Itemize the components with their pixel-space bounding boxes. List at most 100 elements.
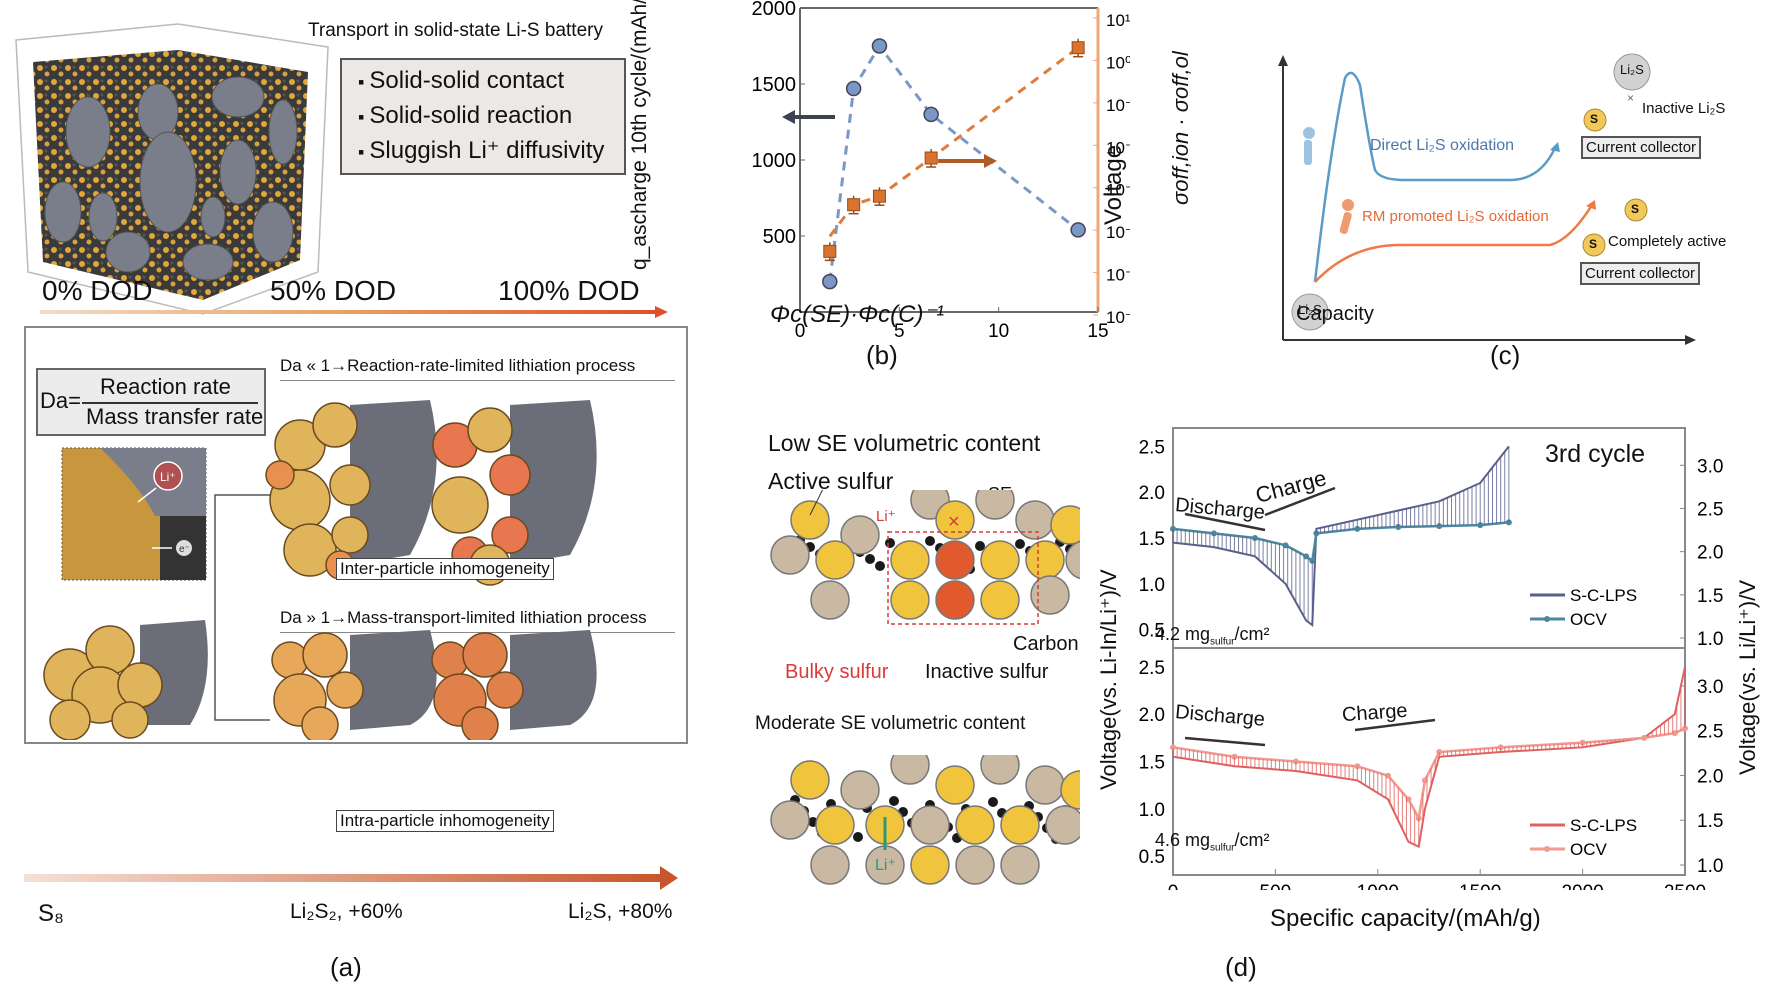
left-axis-arrow — [782, 110, 835, 124]
leader-line — [809, 490, 824, 516]
capacity-point — [845, 80, 862, 97]
process-bottom-arrow — [280, 632, 675, 633]
s-text: S — [1589, 237, 1598, 251]
inactive-sulfur-particle — [935, 540, 975, 580]
ocv-point — [1641, 734, 1648, 741]
inactive-li2s-label: Inactive Li₂S — [1642, 100, 1726, 117]
y-tick-label: 1500 — [752, 74, 797, 96]
stage-li2s2: Li₂S₂, +60% — [290, 900, 403, 923]
ocv-point — [1385, 772, 1392, 779]
dod-label-100: 100% DOD — [498, 275, 640, 306]
stage-s8: S₈ — [38, 900, 64, 927]
se-particle — [1045, 805, 1080, 845]
chart-axes: 0 5 10 15 500 1000 1500 2000 10¹ 10⁰ 10⁻¹ 10⁻² 10⁻³ 1… — [752, 0, 1131, 342]
se-particle — [975, 490, 1015, 520]
y-left-tick-label: 1.5 — [1139, 529, 1165, 550]
legend-marker — [1544, 846, 1550, 852]
inter-particle-cluster-2 — [431, 400, 597, 586]
electrode-cube-illustration — [15, 23, 329, 315]
y-tick-label: 2000 — [752, 0, 797, 20]
panel-a-label: (a) — [330, 952, 362, 982]
moderate-se-particle-diagram — [770, 755, 1080, 885]
y-right-tick-label: 1.5 — [1697, 586, 1723, 607]
inactive-sulfur-particle — [935, 580, 975, 620]
y-right-tick-label: 3.0 — [1697, 677, 1723, 698]
carbon-particles — [44, 76, 298, 281]
panel-a-title: Transport in solid-state Li-S battery — [308, 20, 603, 41]
li-ion-text: Li⁺ — [160, 470, 176, 484]
y-left-tick-label: 0.5 — [1139, 621, 1165, 642]
x-tick-label: 2000 — [1561, 882, 1603, 890]
x-tick-label: 2500 — [1664, 882, 1706, 890]
block-x-icon: × — [948, 511, 960, 533]
carbon-particle — [865, 554, 875, 564]
li-ion-moderate: Li⁺ — [875, 857, 896, 874]
electron-text: e⁻ — [179, 544, 190, 555]
sulfur-particle — [815, 540, 855, 580]
ylabel-text: q_ascharge 10th cycle/(mAh/g) — [628, 0, 651, 270]
y-right-tick-label: 2.0 — [1697, 766, 1723, 787]
y-right-tick-label: 2.5 — [1697, 722, 1723, 743]
legend-label: OCV — [1570, 840, 1608, 859]
bulky-sulfur-label: Bulky sulfur — [785, 661, 889, 683]
capacity-point — [871, 38, 888, 54]
low-se-title: Low SE volumetric content — [768, 430, 1041, 456]
sulfur-particle — [790, 760, 830, 800]
da-prefix: Da= — [40, 388, 81, 413]
se-particle — [840, 770, 880, 810]
active-sulfur-label: Active sulfur — [768, 468, 894, 494]
carbon-particle — [925, 536, 935, 546]
dod-gradient-arrow — [40, 306, 668, 318]
sulfur-particle — [910, 845, 950, 885]
ocv-point — [1477, 522, 1484, 529]
electron-icon — [176, 540, 192, 556]
se-particle — [910, 805, 950, 845]
current-collector-bottom: Current collector — [1580, 262, 1701, 285]
se-particle — [1025, 765, 1065, 805]
se-particle — [1030, 575, 1070, 615]
capacity-point — [923, 106, 939, 123]
y-right-tick-label: 3.0 — [1697, 456, 1723, 477]
s-text: S — [1631, 202, 1640, 216]
lithiation-progress-arrow — [24, 866, 678, 890]
capacity-conductivity-chart: 0 5 10 15 500 1000 1500 2000 10¹ 10⁰ 10⁻¹ 10⁻² 10⁻³ 1… — [752, 0, 1131, 342]
subplot-frame — [1172, 647, 1686, 876]
da-denominator: Mass transfer rate — [86, 404, 264, 429]
da-numerator: Reaction rate — [100, 374, 231, 399]
discharge-arrow — [1184, 512, 1266, 532]
x-tick-label: 0 — [795, 321, 806, 342]
challenges-box: Solid-solid contact Solid-solid reaction… — [340, 58, 626, 175]
sulfur-particle — [935, 500, 975, 540]
chart-axes: 0.5 1.0 1.5 2.0 2.5 1.0 1.5 2.0 2.5 3.0 0.5 1.0 1.5 2… — [1139, 427, 1723, 890]
carbon-label: Carbon — [1013, 633, 1079, 655]
dod-label-50: 50% DOD — [270, 275, 397, 306]
x-tick-label: 5 — [894, 321, 905, 342]
charge-arrow — [1264, 486, 1336, 517]
y-left-tick-label: 2.0 — [1139, 483, 1165, 504]
ocv-point — [1405, 796, 1412, 803]
current-collector-top: Current collector — [1581, 136, 1702, 159]
legend-label: S-C-LPS — [1570, 816, 1637, 835]
direct-oxidation-curve — [1313, 71, 1557, 283]
conductivity-point — [872, 189, 886, 203]
sclps-line — [1172, 445, 1510, 628]
y-right-tick-label: 2.5 — [1697, 499, 1723, 520]
conductivity-point — [823, 244, 837, 258]
capacity-point — [822, 273, 838, 290]
y-left-tick-label: 0.5 — [1139, 847, 1165, 868]
se-particle — [1065, 540, 1080, 580]
chart-d-ylabel-left: Voltage(vs. Li-In/Li⁺)/V — [1096, 569, 1121, 790]
sulfur-particle — [935, 765, 975, 805]
sulfur-particle — [980, 580, 1020, 620]
y-right-tick-label: 10¹ — [1106, 11, 1130, 30]
sulfur-particle — [980, 540, 1020, 580]
y-left-tick-label: 1.0 — [1139, 800, 1165, 821]
sulfur-dot — [1624, 198, 1648, 222]
se-particle — [890, 755, 930, 785]
chart-d-ylabel-right: Voltage(vs. Li/Li⁺)/V — [1735, 579, 1760, 775]
running-person-icon — [1339, 199, 1354, 234]
inactive-sulfur-label: Inactive sulfur — [925, 661, 1049, 683]
y-right-tick-label: 1.0 — [1697, 856, 1723, 877]
se-particle — [1000, 845, 1040, 885]
y-right-tick-label: 10⁻⁵ — [1106, 266, 1130, 285]
